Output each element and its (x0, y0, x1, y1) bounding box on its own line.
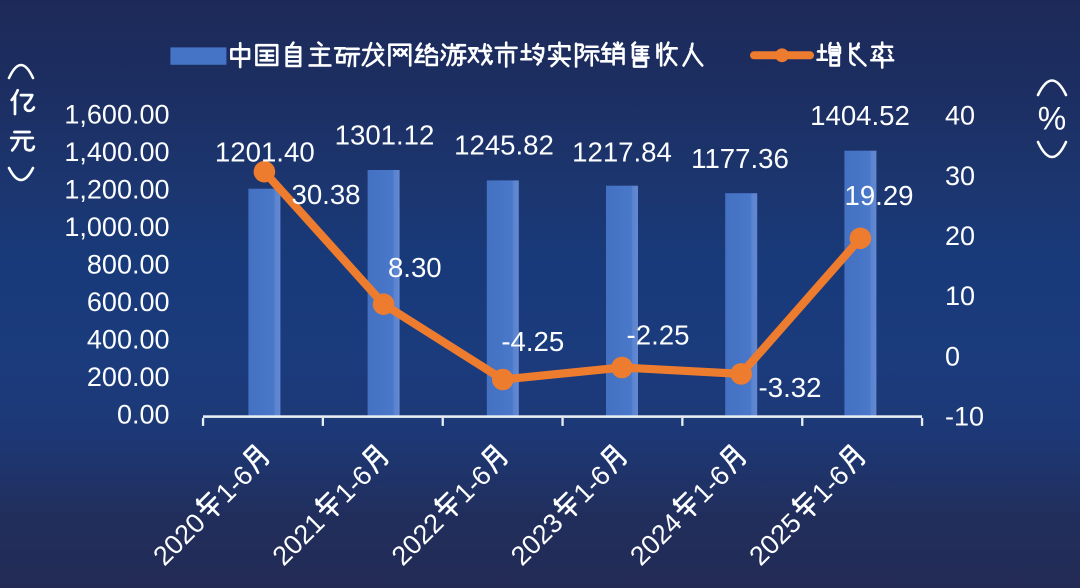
svg-text:200.00: 200.00 (87, 362, 170, 392)
svg-text:30.38: 30.38 (291, 179, 360, 210)
svg-text:0.00: 0.00 (117, 399, 170, 429)
svg-text:1245.82: 1245.82 (454, 130, 554, 161)
svg-text:19.29: 19.29 (844, 180, 913, 211)
svg-text:1177.36: 1177.36 (691, 143, 789, 174)
svg-text:-3.32: -3.32 (759, 372, 822, 403)
svg-text:30: 30 (945, 161, 975, 191)
svg-text:1201.40: 1201.40 (215, 137, 315, 168)
svg-text:10: 10 (945, 281, 975, 311)
svg-text:0: 0 (945, 341, 960, 371)
svg-text:400.00: 400.00 (87, 324, 170, 354)
svg-text:20: 20 (945, 221, 975, 251)
svg-text:1,600.00: 1,600.00 (64, 99, 169, 129)
svg-text:8.30: 8.30 (388, 252, 442, 283)
svg-text:-2.25: -2.25 (627, 319, 690, 350)
svg-text:-10: -10 (945, 402, 984, 432)
svg-text:%: % (1038, 101, 1066, 137)
svg-text:1301.12: 1301.12 (335, 120, 435, 151)
svg-text:800.00: 800.00 (87, 249, 170, 279)
svg-text:600.00: 600.00 (87, 287, 170, 317)
svg-text:1,400.00: 1,400.00 (64, 137, 169, 167)
svg-text:-4.25: -4.25 (501, 326, 564, 357)
svg-text:1,200.00: 1,200.00 (64, 174, 169, 204)
svg-text:1217.84: 1217.84 (572, 136, 672, 167)
svg-text:40: 40 (945, 101, 975, 131)
svg-text:1404.52: 1404.52 (810, 100, 910, 131)
svg-text:1,000.00: 1,000.00 (64, 212, 169, 242)
